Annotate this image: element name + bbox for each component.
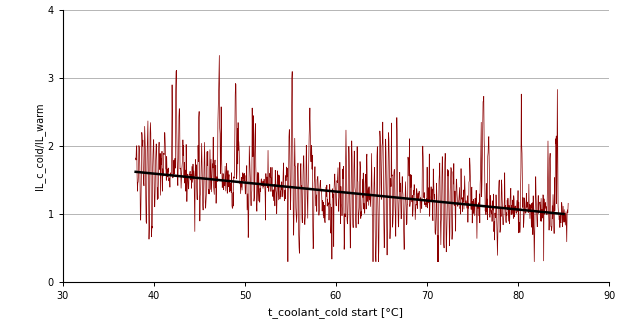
X-axis label: t_coolant_cold start [°C]: t_coolant_cold start [°C]: [269, 307, 403, 318]
Y-axis label: IL_c_cold/IL_warm: IL_c_cold/IL_warm: [34, 102, 45, 190]
